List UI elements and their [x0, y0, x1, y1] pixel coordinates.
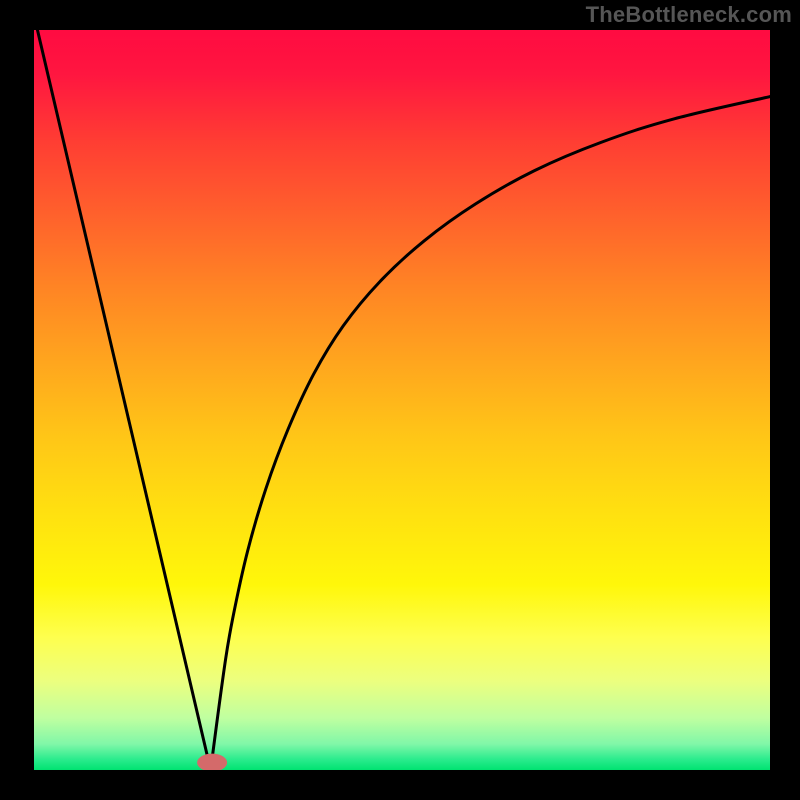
optimal-point-marker [197, 754, 227, 772]
chart-frame: { "attribution": "TheBottleneck.com", "c… [0, 0, 800, 800]
gradient-background [34, 30, 770, 770]
bottleneck-chart [0, 0, 800, 800]
attribution-text: TheBottleneck.com [586, 2, 792, 28]
